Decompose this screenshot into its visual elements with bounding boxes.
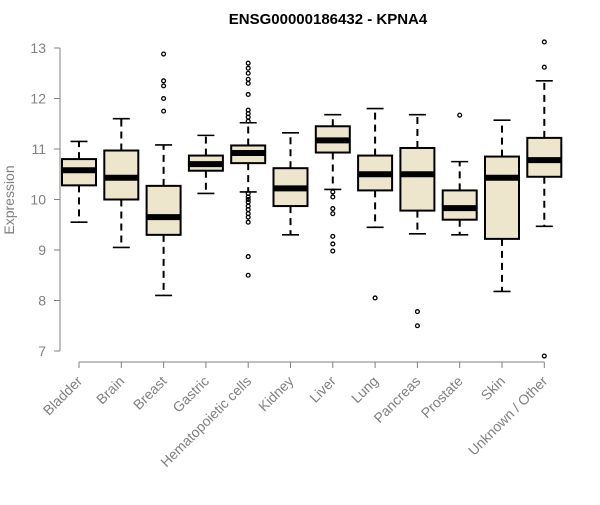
outlier-point <box>541 64 547 70</box>
outlier-point <box>245 211 251 217</box>
box-7 <box>314 113 351 254</box>
outlier-point <box>245 272 251 278</box>
outlier-point <box>245 107 251 113</box>
chart-title: ENSG00000186432 - KPNA4 <box>229 11 428 28</box>
box-5 <box>230 60 267 278</box>
x-tick-label: Kidney <box>255 373 297 415</box>
outlier-point <box>245 91 251 98</box>
outlier-point <box>245 118 251 124</box>
outlier-point <box>330 194 336 200</box>
outlier-point <box>330 211 336 217</box>
box-iqr <box>441 189 478 221</box>
x-tick-label: Brain <box>93 373 127 407</box>
x-tick-label: Pancreas <box>370 373 423 426</box>
outlier-point <box>245 254 251 260</box>
outlier-point <box>161 51 167 57</box>
y-tick-label: 10 <box>30 192 46 208</box>
outlier-point <box>414 309 420 315</box>
outlier-point <box>245 190 251 196</box>
outlier-point <box>245 203 251 209</box>
box-2 <box>103 117 140 249</box>
box-series <box>61 39 563 359</box>
outlier-point <box>245 65 251 71</box>
x-tick-label: Lung <box>348 373 381 406</box>
y-tick-label: 8 <box>38 293 46 309</box>
outlier-point <box>245 70 251 76</box>
outlier-point <box>245 199 251 205</box>
box-9 <box>399 113 436 329</box>
box-4 <box>187 134 224 195</box>
x-tick-label: Unknown / Other <box>465 373 551 459</box>
box-1 <box>61 140 97 224</box>
outlier-point <box>161 108 167 114</box>
outlier-point <box>245 80 251 86</box>
box-12 <box>526 39 563 359</box>
outlier-point <box>330 233 336 239</box>
box-11 <box>484 119 520 293</box>
box-iqr <box>145 184 182 236</box>
outlier-point <box>457 112 463 118</box>
box-6 <box>272 132 309 236</box>
y-tick-label: 12 <box>30 91 46 107</box>
y-tick-label: 13 <box>30 40 46 56</box>
outlier-point <box>330 248 336 254</box>
outlier-point <box>161 83 167 89</box>
outlier-point <box>245 219 251 225</box>
outlier-point <box>330 241 336 247</box>
box-3 <box>145 51 182 297</box>
outlier-point <box>541 39 547 45</box>
y-axis-title: Expression <box>1 165 17 234</box>
outlier-point <box>330 206 336 212</box>
outlier-point <box>372 295 378 301</box>
outlier-point <box>541 353 547 359</box>
y-tick-label: 9 <box>38 242 46 258</box>
x-tick-label: Bladder <box>40 373 86 419</box>
outlier-point <box>245 60 251 66</box>
x-tick-label: Prostate <box>418 373 466 421</box>
y-tick-label: 7 <box>38 343 46 359</box>
outlier-point <box>161 95 167 102</box>
x-tick-label: Breast <box>130 373 170 413</box>
outlier-point <box>245 196 251 203</box>
box-iqr <box>399 146 436 212</box>
box-10 <box>441 112 478 236</box>
outlier-point <box>245 76 251 82</box>
x-tick-label: Liver <box>306 373 339 406</box>
box-8 <box>357 107 394 301</box>
outlier-point <box>330 189 336 195</box>
y-axis: 7 8 9 10 11 12 13 <box>30 40 61 359</box>
y-tick-label: 11 <box>31 141 46 157</box>
x-tick-label: Skin <box>478 373 509 404</box>
outlier-point <box>414 323 420 329</box>
box-iqr <box>484 155 520 240</box>
outlier-point <box>161 78 167 84</box>
